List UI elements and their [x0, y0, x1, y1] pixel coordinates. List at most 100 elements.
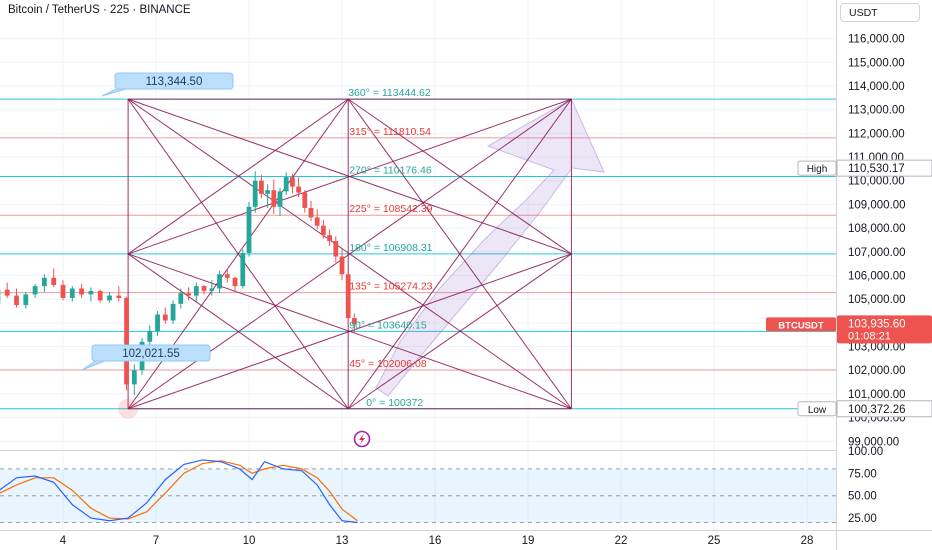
candle-body: [271, 190, 277, 207]
gann-box-line: [347, 98, 572, 410]
currency-select[interactable]: USDT: [840, 3, 920, 22]
candle-body: [290, 177, 295, 187]
candle-body: [69, 288, 75, 298]
callout-text: 102,021.55: [122, 348, 180, 360]
candles: [0, 171, 357, 396]
last-price-tag: [837, 315, 932, 344]
time-tick-label: 4: [60, 535, 67, 547]
candle-body: [201, 286, 207, 291]
callout-box: [91, 344, 211, 362]
marker-value: 110,530.17: [848, 163, 905, 175]
flash-icon[interactable]: [353, 430, 371, 448]
marker-tag-text: Low: [808, 405, 827, 416]
candle-body: [60, 284, 66, 298]
price-tick-label: 106,000.00: [848, 270, 906, 282]
time-tick-label: 25: [708, 535, 721, 547]
candle-body: [217, 274, 222, 289]
symbol-title[interactable]: Bitcoin / TetherUS · 225 · BINANCE: [8, 4, 191, 16]
stoch-k-line: [0, 459, 358, 524]
gann-level-label: 90° = 103640.15: [349, 319, 427, 331]
symbol-tag: [766, 317, 836, 332]
stochastic-panel: [0, 450, 932, 524]
time-tick-label: 19: [522, 535, 535, 547]
candle-body: [321, 225, 326, 236]
candle-body: [265, 190, 270, 194]
candle-body: [308, 207, 314, 218]
stoch-tick-label: 50.00: [848, 491, 877, 503]
marker-value: 100,372.26: [848, 404, 906, 416]
candle-body: [224, 274, 230, 278]
candle-body: [107, 295, 112, 301]
candle-body: [186, 293, 191, 296]
candle-body: [302, 192, 308, 208]
gann-box[interactable]: [118, 98, 572, 419]
candle-body: [14, 295, 19, 306]
time-tick-label: 16: [429, 535, 442, 547]
marker-tag: [797, 401, 837, 417]
last-price-value: 103,935.60: [848, 318, 906, 330]
price-tick-label: 109,000.00: [848, 199, 906, 211]
price-tick-label: 112,000.00: [848, 128, 905, 140]
price-tick-label: 113,000.00: [848, 105, 905, 117]
price-tick-label: 115,000.00: [848, 57, 905, 69]
callout-text: 113,344.50: [146, 76, 203, 88]
time-tick-label: 13: [336, 535, 349, 547]
marker-tag: [797, 160, 837, 176]
marker-value-box: [836, 159, 932, 177]
candle-body: [259, 180, 264, 194]
low-pivot-marker: [118, 398, 139, 419]
marker-tag-text: High: [807, 164, 828, 175]
candle-body: [88, 290, 94, 295]
candle-body: [352, 318, 357, 325]
candle-body: [51, 277, 57, 285]
time-tick-label: 22: [615, 535, 628, 547]
price-tick-label: 103,000.00: [848, 342, 906, 354]
gann-level-label: 315° = 111810.54: [349, 126, 431, 138]
candle-body: [296, 186, 301, 193]
candle-body: [170, 303, 176, 321]
candle-body: [178, 293, 184, 304]
time-axis: 4 7 10 13 16 19 22 25 28: [0, 530, 932, 547]
candle-body: [277, 191, 283, 207]
axis-bg: [836, 0, 932, 550]
candle-body: [162, 314, 168, 321]
marker-value-box: [836, 400, 932, 418]
candle-body: [79, 288, 84, 295]
gann-level-labels: 360° = 113444.62 315° = 111810.54 270° = 1…: [348, 87, 432, 409]
gann-level-label: 135° = 105274.23: [349, 281, 432, 293]
candle-body: [193, 286, 199, 296]
time-tick-label: 28: [801, 535, 814, 547]
candle-body: [333, 241, 339, 257]
price-tick-label: 114,000.00: [848, 81, 905, 93]
time-tick-label: 10: [243, 535, 256, 547]
price-axis: 116,000.00 115,000.00 114,000.00 113,000.00…: [836, 0, 932, 550]
candle-body: [246, 206, 252, 253]
price-tick-label: 107,000.00: [848, 247, 906, 259]
projection-arrow: [375, 98, 605, 397]
candle-body: [240, 252, 246, 287]
price-tick-label: 110,000.00: [848, 176, 905, 188]
price-tick-label: 105,000.00: [848, 294, 906, 306]
projection-arrow-shape: [375, 98, 605, 397]
price-tick-label: 101,000.00: [848, 389, 906, 401]
candle-body: [314, 217, 320, 226]
candle-body: [131, 370, 137, 385]
callout-box: [114, 72, 234, 90]
symbol-tag-text: BTCUSDT: [778, 320, 824, 331]
candle-body: [232, 277, 238, 287]
gann-box-line: [347, 98, 572, 255]
gann-level-label: 0° = 100372: [366, 397, 423, 409]
stoch-tick-label: 75.00: [848, 468, 877, 480]
price-tick-label: 108,000.00: [848, 223, 906, 235]
stoch-tick-label: 100.00: [848, 446, 883, 458]
candle-body: [23, 294, 29, 306]
gann-level-label: 225° = 108542.39: [349, 203, 432, 215]
candle-body: [32, 286, 38, 295]
stoch-d-line: [0, 460, 358, 522]
candle-body: [155, 314, 160, 332]
candle-body: [4, 289, 10, 296]
gann-box-line: [127, 253, 349, 410]
candle-body: [97, 290, 103, 301]
